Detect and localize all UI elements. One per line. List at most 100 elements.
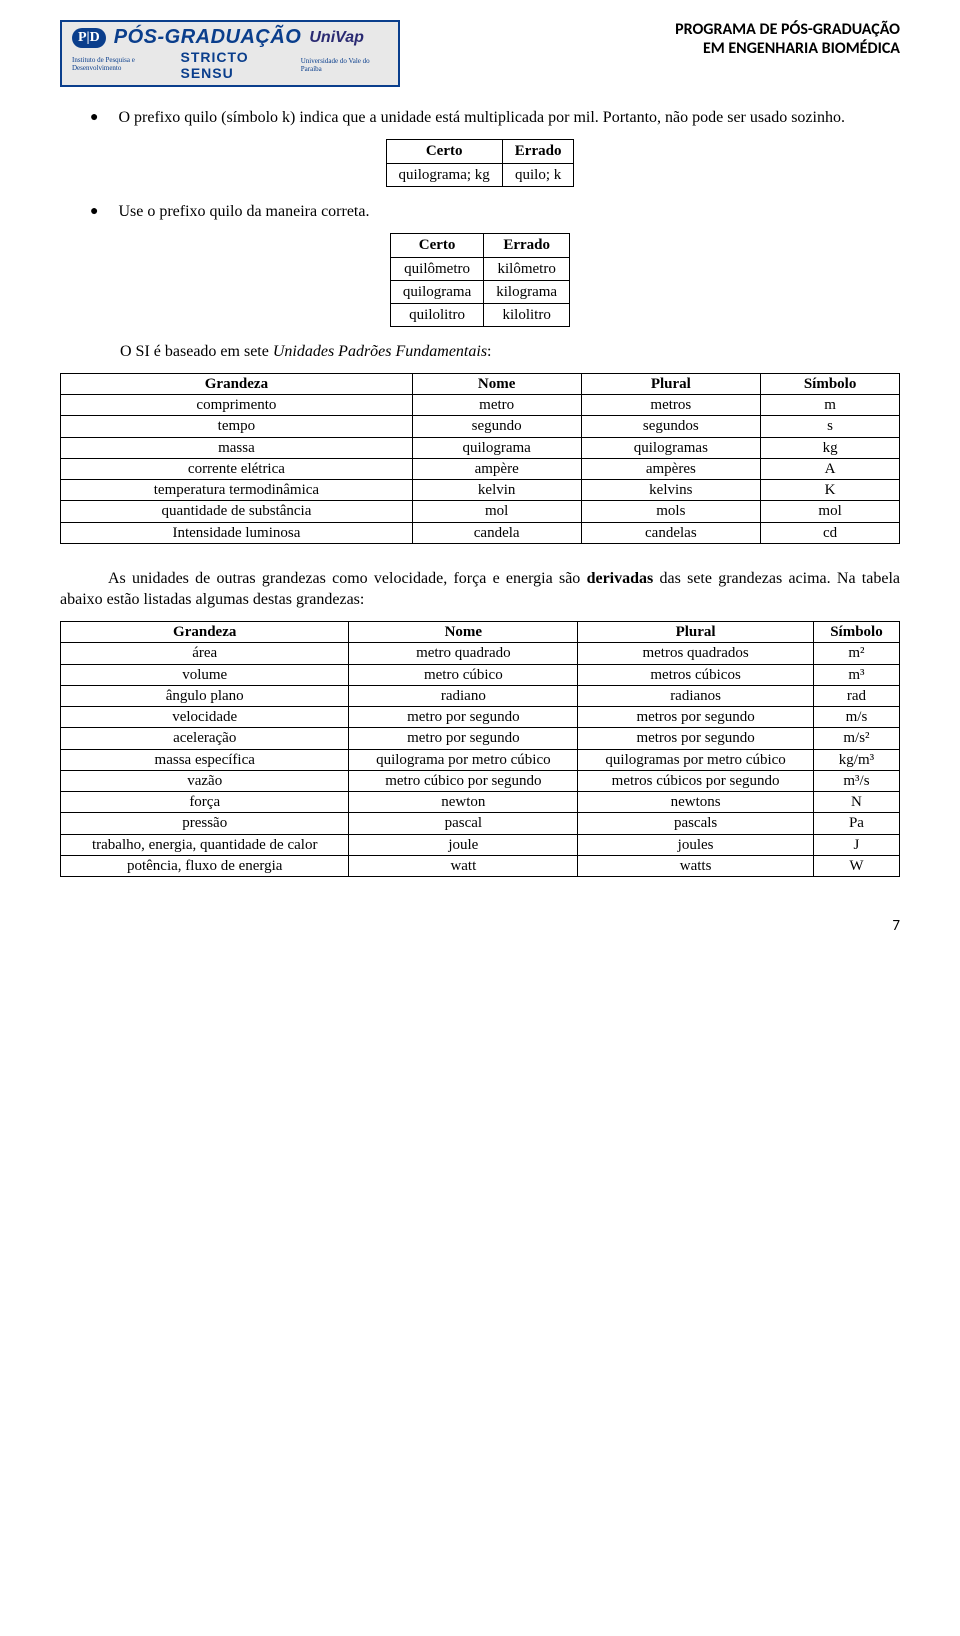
t3-cell: massa <box>61 437 413 458</box>
t3-cell: cd <box>761 522 900 543</box>
table-row: quilograma kilograma <box>390 280 569 303</box>
t3-cell: s <box>761 416 900 437</box>
t4-cell: m/s² <box>813 728 899 749</box>
t3-cell: mol <box>412 501 581 522</box>
t3-cell: quantidade de substância <box>61 501 413 522</box>
t4-cell: Pa <box>813 813 899 834</box>
t4-h: Grandeza <box>61 622 349 643</box>
t3-cell: K <box>761 480 900 501</box>
table-certo-errado-2: Certo Errado quilômetro kilômetro quilog… <box>390 233 570 327</box>
logo-stricto: STRICTO SENSU <box>180 49 300 81</box>
t4-cell: W <box>813 855 899 876</box>
t3-cell: metro <box>412 395 581 416</box>
t4-cell: metros por segundo <box>578 707 814 728</box>
table-si-derivadas: Grandeza Nome Plural Símbolo áreametro q… <box>60 621 900 877</box>
t2-cell: quilômetro <box>390 257 483 280</box>
t4-cell: joule <box>349 834 578 855</box>
t4-cell: quilograma por metro cúbico <box>349 749 578 770</box>
t1-r1c1: quilograma; kg <box>386 163 502 186</box>
t1-h2: Errado <box>502 140 574 163</box>
t3-cell: ampères <box>581 458 761 479</box>
t3-h: Grandeza <box>61 373 413 394</box>
t4-cell: metros por segundo <box>578 728 814 749</box>
table-row: volumemetro cúbicometros cúbicosm³ <box>61 664 900 685</box>
logo-sub-right: Universidade do Vale do Paraíba <box>301 57 388 73</box>
t4-cell: área <box>61 643 349 664</box>
bullet-icon: ● <box>90 201 98 223</box>
page-number: 7 <box>60 917 900 935</box>
t2-cell: kilômetro <box>484 257 570 280</box>
t2-cell: kilograma <box>484 280 570 303</box>
t3-cell: segundo <box>412 416 581 437</box>
t4-h: Símbolo <box>813 622 899 643</box>
t4-cell: velocidade <box>61 707 349 728</box>
t4-cell: kg/m³ <box>813 749 899 770</box>
t4-cell: m³/s <box>813 770 899 791</box>
table-row: massaquilogramaquilogramaskg <box>61 437 900 458</box>
t3-h: Símbolo <box>761 373 900 394</box>
t3-cell: kelvins <box>581 480 761 501</box>
para-pre: As unidades de outras grandezas como vel… <box>108 570 587 587</box>
t4-cell: watts <box>578 855 814 876</box>
t3-cell: kelvin <box>412 480 581 501</box>
table-row: velocidademetro por segundometros por se… <box>61 707 900 728</box>
table-si-fundamentais: Grandeza Nome Plural Símbolo comprimento… <box>60 373 900 544</box>
table-row: quantidade de substânciamolmolsmol <box>61 501 900 522</box>
t4-cell: força <box>61 792 349 813</box>
t4-cell: metros quadrados <box>578 643 814 664</box>
si-intro-post: : <box>487 343 491 360</box>
si-intro-pre: O SI é baseado em sete <box>120 343 273 360</box>
t4-cell: metros cúbicos por segundo <box>578 770 814 791</box>
t3-h: Nome <box>412 373 581 394</box>
table-row: forçanewtonnewtonsN <box>61 792 900 813</box>
t4-cell: pascals <box>578 813 814 834</box>
t3-cell: quilogramas <box>581 437 761 458</box>
logo-block: P|D PÓS-GRADUAÇÃO UniVap Instituto de Pe… <box>60 20 400 87</box>
page-header: P|D PÓS-GRADUAÇÃO UniVap Instituto de Pe… <box>60 20 900 87</box>
table-row: comprimentometrometrosm <box>61 395 900 416</box>
t4-cell: rad <box>813 685 899 706</box>
t3-h: Plural <box>581 373 761 394</box>
table-row: massa específicaquilograma por metro cúb… <box>61 749 900 770</box>
bullet-icon: ● <box>90 107 98 129</box>
header-line1: PROGRAMA DE PÓS-GRADUAÇÃO <box>675 20 900 39</box>
t3-cell: corrente elétrica <box>61 458 413 479</box>
t4-cell: volume <box>61 664 349 685</box>
t3-cell: quilograma <box>412 437 581 458</box>
table-row: trabalho, energia, quantidade de calorjo… <box>61 834 900 855</box>
t4-cell: trabalho, energia, quantidade de calor <box>61 834 349 855</box>
t3-cell: ampère <box>412 458 581 479</box>
table-row: ângulo planoradianoradianosrad <box>61 685 900 706</box>
t4-cell: J <box>813 834 899 855</box>
t3-cell: mols <box>581 501 761 522</box>
t4-cell: metro por segundo <box>349 707 578 728</box>
bullet-text-1: O prefixo quilo (símbolo k) indica que a… <box>118 107 900 129</box>
derived-paragraph: As unidades de outras grandezas como vel… <box>60 568 900 611</box>
t4-h: Plural <box>578 622 814 643</box>
bullet-item-1: ● O prefixo quilo (símbolo k) indica que… <box>60 107 900 129</box>
table-row: quilolitro kilolitro <box>390 304 569 327</box>
t2-cell: quilograma <box>390 280 483 303</box>
t3-cell: A <box>761 458 900 479</box>
t4-cell: m³ <box>813 664 899 685</box>
t3-cell: metros <box>581 395 761 416</box>
logo-sub-left: Instituto de Pesquisa e Desenvolvimento <box>72 57 180 72</box>
table-row: temperatura termodinâmicakelvinkelvinsK <box>61 480 900 501</box>
si-intro: O SI é baseado em sete Unidades Padrões … <box>120 341 900 363</box>
page-content: ● O prefixo quilo (símbolo k) indica que… <box>60 107 900 877</box>
t4-h: Nome <box>349 622 578 643</box>
logo-title: PÓS-GRADUAÇÃO <box>114 26 302 49</box>
table-row: potência, fluxo de energiawattwattsW <box>61 855 900 876</box>
t4-cell: radiano <box>349 685 578 706</box>
header-line2: EM ENGENHARIA BIOMÉDICA <box>675 39 900 58</box>
t3-cell: Intensidade luminosa <box>61 522 413 543</box>
si-intro-italic: Unidades Padrões Fundamentais <box>273 343 487 360</box>
t3-cell: comprimento <box>61 395 413 416</box>
t2-cell: quilolitro <box>390 304 483 327</box>
t4-cell: newton <box>349 792 578 813</box>
t3-cell: candelas <box>581 522 761 543</box>
t4-cell: watt <box>349 855 578 876</box>
t4-cell: aceleração <box>61 728 349 749</box>
t3-cell: tempo <box>61 416 413 437</box>
logo-pid-badge: P|D <box>72 28 106 48</box>
